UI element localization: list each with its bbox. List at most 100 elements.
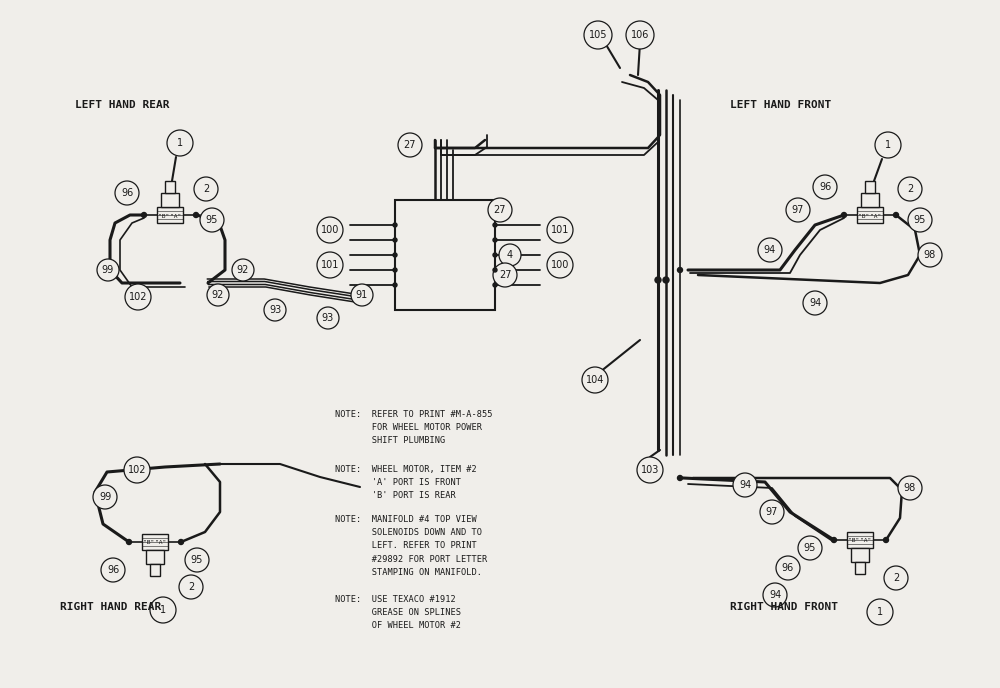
Text: "B": "B" [848, 539, 860, 544]
Text: 95: 95 [191, 555, 203, 565]
Circle shape [101, 558, 125, 582]
Text: 1: 1 [177, 138, 183, 148]
Circle shape [776, 556, 800, 580]
Text: 4: 4 [507, 250, 513, 260]
Circle shape [898, 476, 922, 500]
Text: 95: 95 [914, 215, 926, 225]
Text: 93: 93 [269, 305, 281, 315]
Text: 97: 97 [792, 205, 804, 215]
Circle shape [232, 259, 254, 281]
Circle shape [97, 259, 119, 281]
Text: 98: 98 [904, 483, 916, 493]
Text: "B": "B" [158, 213, 170, 219]
Text: 2: 2 [893, 573, 899, 583]
Text: 106: 106 [631, 30, 649, 40]
Circle shape [207, 284, 229, 306]
Circle shape [194, 213, 198, 217]
FancyBboxPatch shape [865, 181, 875, 193]
Circle shape [763, 583, 787, 607]
Text: NOTE:  WHEEL MOTOR, ITEM #2
       'A' PORT IS FRONT
       'B' PORT IS REAR: NOTE: WHEEL MOTOR, ITEM #2 'A' PORT IS F… [335, 465, 477, 500]
Circle shape [393, 268, 397, 272]
Circle shape [547, 252, 573, 278]
Text: 1: 1 [877, 607, 883, 617]
Circle shape [317, 307, 339, 329]
FancyBboxPatch shape [142, 534, 168, 550]
Text: 99: 99 [99, 492, 111, 502]
Text: 102: 102 [128, 465, 146, 475]
Circle shape [200, 208, 224, 232]
Text: RIGHT HAND FRONT: RIGHT HAND FRONT [730, 602, 838, 612]
Circle shape [832, 537, 836, 543]
Text: 100: 100 [551, 260, 569, 270]
Text: 96: 96 [782, 563, 794, 573]
Circle shape [547, 217, 573, 243]
Circle shape [733, 473, 757, 497]
Text: 98: 98 [924, 250, 936, 260]
FancyBboxPatch shape [161, 193, 179, 207]
Circle shape [582, 367, 608, 393]
FancyBboxPatch shape [857, 207, 883, 223]
Circle shape [842, 213, 846, 217]
Circle shape [758, 238, 782, 262]
Text: 2: 2 [907, 184, 913, 194]
Text: "A": "A" [870, 213, 882, 219]
Circle shape [493, 238, 497, 242]
Text: 94: 94 [764, 245, 776, 255]
Text: 1: 1 [160, 605, 166, 615]
Circle shape [898, 177, 922, 201]
Circle shape [803, 291, 827, 315]
Circle shape [894, 213, 898, 217]
Circle shape [637, 457, 663, 483]
Circle shape [142, 213, 146, 217]
Circle shape [398, 133, 422, 157]
Circle shape [884, 566, 908, 590]
Circle shape [125, 284, 151, 310]
Circle shape [194, 177, 218, 201]
Text: 92: 92 [212, 290, 224, 300]
Circle shape [124, 457, 150, 483]
FancyBboxPatch shape [395, 200, 495, 310]
Circle shape [918, 243, 942, 267]
Circle shape [393, 283, 397, 287]
Circle shape [264, 299, 286, 321]
Circle shape [678, 475, 682, 480]
Circle shape [875, 132, 901, 158]
Circle shape [393, 223, 397, 227]
Text: 99: 99 [102, 265, 114, 275]
FancyBboxPatch shape [855, 562, 865, 574]
Circle shape [317, 217, 343, 243]
FancyBboxPatch shape [851, 548, 869, 562]
Circle shape [493, 253, 497, 257]
Circle shape [655, 277, 661, 283]
Circle shape [317, 252, 343, 278]
Circle shape [867, 599, 893, 625]
FancyBboxPatch shape [861, 193, 879, 207]
Text: NOTE:  MANIFOLD #4 TOP VIEW
       SOLENOIDS DOWN AND TO
       LEFT. REFER TO P: NOTE: MANIFOLD #4 TOP VIEW SOLENOIDS DOW… [335, 515, 487, 577]
Text: 94: 94 [739, 480, 751, 490]
Circle shape [584, 21, 612, 49]
Circle shape [884, 537, 889, 543]
Text: RIGHT HAND REAR: RIGHT HAND REAR [60, 602, 161, 612]
Circle shape [760, 500, 784, 524]
FancyBboxPatch shape [146, 550, 164, 564]
Circle shape [493, 223, 497, 227]
Text: 27: 27 [404, 140, 416, 150]
Circle shape [179, 575, 203, 599]
Text: 27: 27 [499, 270, 511, 280]
FancyBboxPatch shape [150, 564, 160, 576]
Circle shape [908, 208, 932, 232]
Circle shape [678, 268, 682, 272]
FancyBboxPatch shape [157, 207, 183, 223]
Text: 27: 27 [494, 205, 506, 215]
Text: 103: 103 [641, 465, 659, 475]
Text: LEFT HAND FRONT: LEFT HAND FRONT [730, 100, 831, 110]
Circle shape [150, 597, 176, 623]
Text: 96: 96 [819, 182, 831, 192]
Text: "A": "A" [170, 213, 182, 219]
Text: 97: 97 [766, 507, 778, 517]
Text: "B": "B" [858, 213, 870, 219]
Text: 1: 1 [885, 140, 891, 150]
Circle shape [167, 130, 193, 156]
Text: 95: 95 [206, 215, 218, 225]
Text: 96: 96 [107, 565, 119, 575]
